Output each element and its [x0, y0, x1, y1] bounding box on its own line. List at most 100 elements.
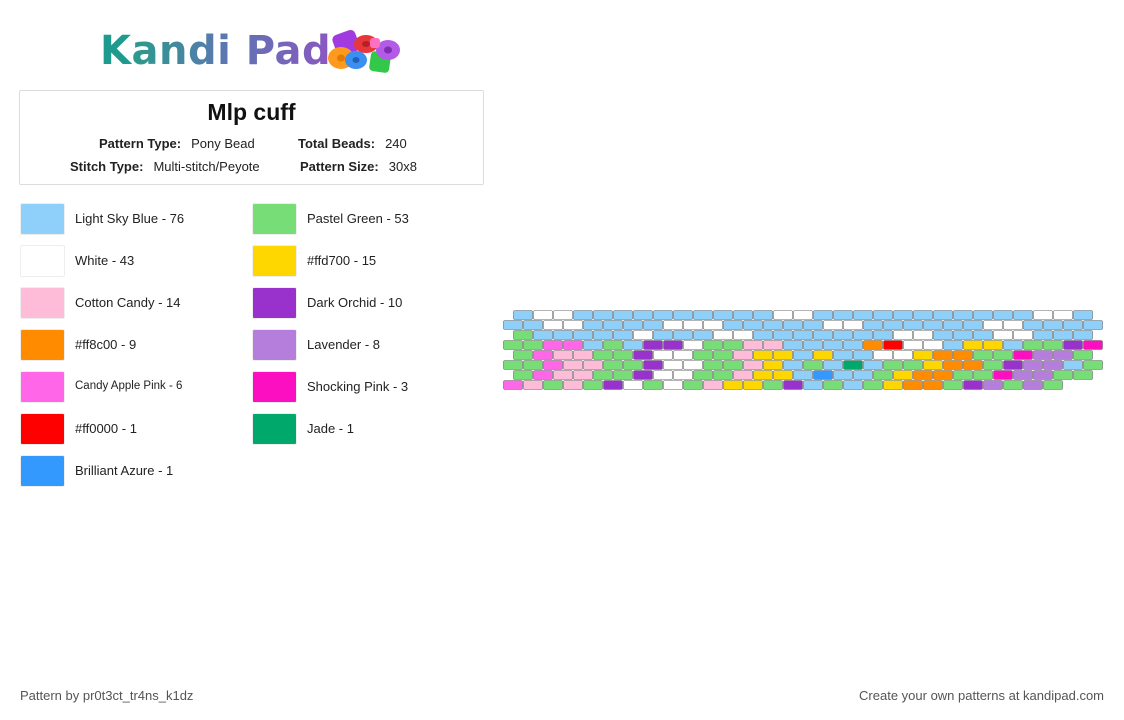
- bead: [563, 380, 583, 390]
- bead: [1003, 360, 1023, 370]
- bead: [933, 310, 953, 320]
- bead: [763, 360, 783, 370]
- bead: [683, 320, 703, 330]
- bead: [673, 310, 693, 320]
- color-swatch: [252, 371, 297, 403]
- color-swatch: [252, 287, 297, 319]
- bead: [1073, 370, 1093, 380]
- bead: [1083, 360, 1103, 370]
- bead: [873, 310, 893, 320]
- logo-wordmark: Kandi Pad: [100, 28, 331, 74]
- bead: [933, 330, 953, 340]
- pattern-author[interactable]: Pattern by pr0t3ct_tr4ns_k1dz: [20, 688, 194, 703]
- bead: [1013, 330, 1033, 340]
- legend-label: Pastel Green - 53: [307, 211, 409, 226]
- bead: [663, 340, 683, 350]
- bead: [793, 370, 813, 380]
- bead: [613, 310, 633, 320]
- bead: [733, 310, 753, 320]
- legend-label: #ff0000 - 1: [75, 421, 137, 436]
- bead: [543, 360, 563, 370]
- color-swatch: [20, 329, 65, 361]
- bead: [703, 340, 723, 350]
- bead: [583, 320, 603, 330]
- bead: [653, 370, 673, 380]
- bead: [953, 330, 973, 340]
- bead: [753, 350, 773, 360]
- bead: [523, 380, 543, 390]
- bead: [923, 380, 943, 390]
- bead: [513, 350, 533, 360]
- bead: [893, 330, 913, 340]
- bead: [993, 310, 1013, 320]
- bead: [843, 320, 863, 330]
- bead: [943, 380, 963, 390]
- bead: [733, 330, 753, 340]
- bead: [913, 370, 933, 380]
- legend-label: Light Sky Blue - 76: [75, 211, 185, 226]
- bead: [753, 370, 773, 380]
- bead: [533, 310, 553, 320]
- bead: [663, 360, 683, 370]
- legend-label: Shocking Pink - 3: [307, 379, 409, 394]
- bead: [883, 360, 903, 370]
- bead: [623, 340, 643, 350]
- pattern-size-label: Pattern Size:: [300, 159, 379, 174]
- bead: [733, 350, 753, 360]
- bead: [543, 320, 563, 330]
- bead: [803, 360, 823, 370]
- bead: [513, 370, 533, 380]
- pattern-type-value: Pony Bead: [191, 136, 255, 151]
- bead: [943, 360, 963, 370]
- bead: [563, 360, 583, 370]
- bead: [883, 380, 903, 390]
- bead: [913, 310, 933, 320]
- bead: [823, 380, 843, 390]
- bead: [853, 350, 873, 360]
- bead: [973, 370, 993, 380]
- bead: [573, 330, 593, 340]
- kandi-pad-logo[interactable]: Kandi Pad: [100, 26, 410, 76]
- bead: [813, 370, 833, 380]
- bead: [603, 320, 623, 330]
- bead: [593, 370, 613, 380]
- bead: [923, 340, 943, 350]
- bead: [703, 380, 723, 390]
- bead: [983, 380, 1003, 390]
- bead: [653, 330, 673, 340]
- color-swatch: [20, 203, 65, 235]
- bead: [1063, 320, 1083, 330]
- bead: [783, 360, 803, 370]
- kandipad-link[interactable]: Create your own patterns at kandipad.com: [859, 688, 1104, 703]
- bead: [553, 350, 573, 360]
- bead: [1033, 330, 1053, 340]
- legend-label: Lavender - 8: [307, 337, 380, 352]
- bead: [673, 330, 693, 340]
- bead: [803, 340, 823, 350]
- bead: [813, 310, 833, 320]
- bead: [683, 360, 703, 370]
- bead: [933, 350, 953, 360]
- bead: [713, 350, 733, 360]
- bead: [683, 380, 703, 390]
- bead: [973, 330, 993, 340]
- bead: [523, 340, 543, 350]
- bead: [643, 380, 663, 390]
- bead: [903, 320, 923, 330]
- bead: [973, 350, 993, 360]
- total-beads-label: Total Beads:: [298, 136, 376, 151]
- bead: [893, 310, 913, 320]
- legend-label: Candy Apple Pink - 6: [75, 380, 183, 392]
- bead: [503, 320, 523, 330]
- legend-label: White - 43: [75, 253, 135, 268]
- bead: [773, 310, 793, 320]
- bead: [893, 370, 913, 380]
- bead: [693, 370, 713, 380]
- bead: [773, 370, 793, 380]
- bead: [923, 320, 943, 330]
- bead: [933, 370, 953, 380]
- bead: [793, 350, 813, 360]
- pattern-size-value: 30x8: [388, 159, 417, 174]
- bead: [523, 360, 543, 370]
- bead: [543, 340, 563, 350]
